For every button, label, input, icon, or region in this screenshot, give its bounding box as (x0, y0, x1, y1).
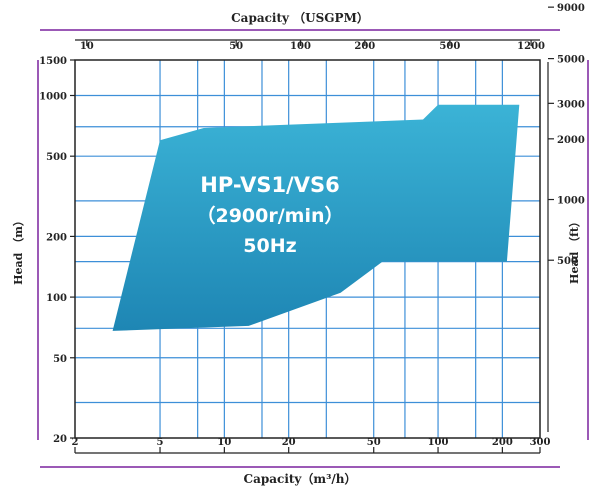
left-tick-label: 1000 (39, 91, 67, 102)
bottom-tick-label: 20 (282, 437, 296, 448)
performance-region: HP-VS1/VS6 （2900r/min） 50Hz (112, 104, 520, 331)
bottom-tick-label: 100 (428, 437, 449, 448)
top-tick-label: 50 (229, 41, 243, 52)
top-tick-label: 1200 (517, 41, 545, 52)
left-tick-label: 500 (46, 152, 67, 163)
left-tick-label: 200 (46, 232, 67, 243)
axes: 10 50 100 200 500 1200 20 50 100 200 500 1000 1500 2 5… (37, 3, 589, 468)
plot-frame (74, 59, 541, 439)
left-tick-label: 50 (53, 354, 67, 365)
region-label-speed: （2900r/min） (196, 204, 343, 227)
right-tick-label: 9000 (557, 3, 585, 14)
region-label-frequency: 50Hz (243, 235, 296, 257)
bottom-tick-label: 10 (217, 437, 231, 448)
axis-labels: Capacity （USGPM） Head （m） Capacity（m³/h） He… (12, 10, 581, 486)
region-label-model: HP-VS1/VS6 (200, 173, 339, 197)
right-tick-label: 2000 (557, 135, 585, 146)
top-tick-label: 100 (290, 41, 311, 52)
bottom-tick-label: 50 (367, 437, 381, 448)
bottom-tick-label: 300 (530, 437, 551, 448)
bottom-tick-label: 2 (72, 437, 79, 448)
region-hp-vs1-vs6 (112, 104, 520, 331)
left-tick-label: 1500 (39, 56, 67, 67)
left-axis-title: Head （m） (12, 215, 25, 285)
left-tick-label: 100 (46, 293, 67, 304)
right-axis-title: Head （ft） (568, 216, 581, 284)
bottom-tick-label: 200 (492, 437, 513, 448)
right-tick-label: 3000 (557, 99, 585, 110)
bottom-tick-label: 5 (157, 437, 164, 448)
top-tick-label: 200 (354, 41, 375, 52)
left-tick-label: 20 (53, 434, 67, 445)
right-tick-label: 5000 (557, 55, 585, 66)
right-tick-label: 500 (557, 256, 578, 267)
bottom-axis-title: Capacity（m³/h） (244, 471, 357, 486)
top-axis-title: Capacity （USGPM） (231, 10, 369, 25)
plot-border (74, 59, 541, 439)
top-tick-label: 500 (439, 41, 460, 52)
right-tick-label: 1000 (557, 196, 585, 207)
top-tick-label: 10 (80, 41, 94, 52)
